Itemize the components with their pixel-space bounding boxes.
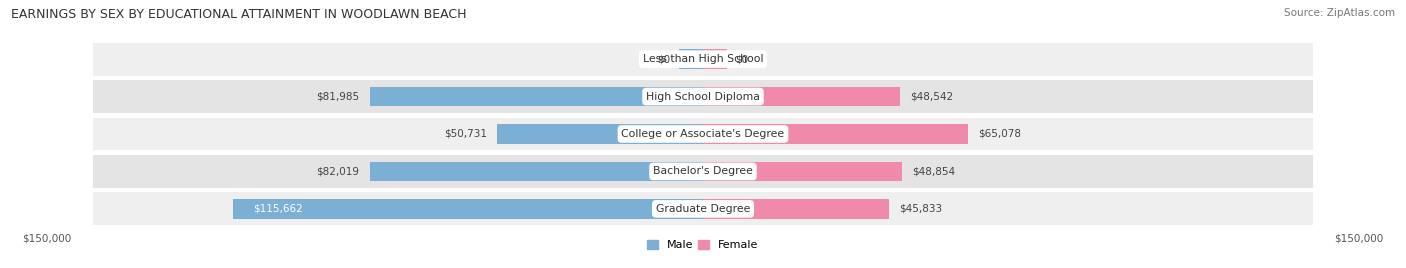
Bar bbox=[703, 49, 727, 69]
Bar bbox=[233, 199, 703, 219]
Bar bbox=[703, 162, 901, 181]
Text: High School Diploma: High School Diploma bbox=[647, 92, 759, 102]
Text: EARNINGS BY SEX BY EDUCATIONAL ATTAINMENT IN WOODLAWN BEACH: EARNINGS BY SEX BY EDUCATIONAL ATTAINMEN… bbox=[11, 8, 467, 21]
Text: $65,078: $65,078 bbox=[977, 129, 1021, 139]
Text: Less than High School: Less than High School bbox=[643, 54, 763, 64]
Text: $45,833: $45,833 bbox=[900, 204, 942, 214]
Bar bbox=[93, 118, 1313, 150]
Text: $48,854: $48,854 bbox=[911, 166, 955, 176]
Text: $82,019: $82,019 bbox=[316, 166, 360, 176]
Bar bbox=[93, 80, 1313, 113]
Text: $115,662: $115,662 bbox=[253, 204, 302, 214]
Text: $0: $0 bbox=[735, 54, 748, 64]
Bar bbox=[703, 199, 889, 219]
Text: $81,985: $81,985 bbox=[316, 92, 360, 102]
Legend: Male, Female: Male, Female bbox=[643, 236, 763, 255]
Bar bbox=[370, 87, 703, 106]
Text: Bachelor's Degree: Bachelor's Degree bbox=[652, 166, 754, 176]
Bar bbox=[93, 43, 1313, 76]
Bar bbox=[703, 124, 967, 144]
Text: $0: $0 bbox=[658, 54, 671, 64]
Bar bbox=[93, 192, 1313, 225]
Bar bbox=[679, 49, 703, 69]
Text: Source: ZipAtlas.com: Source: ZipAtlas.com bbox=[1284, 8, 1395, 18]
Text: $48,542: $48,542 bbox=[911, 92, 953, 102]
Text: Graduate Degree: Graduate Degree bbox=[655, 204, 751, 214]
Text: $50,731: $50,731 bbox=[444, 129, 486, 139]
Text: College or Associate's Degree: College or Associate's Degree bbox=[621, 129, 785, 139]
Bar bbox=[93, 155, 1313, 188]
Bar bbox=[496, 124, 703, 144]
Bar bbox=[703, 87, 900, 106]
Bar bbox=[370, 162, 703, 181]
Text: $150,000: $150,000 bbox=[22, 233, 72, 243]
Text: $150,000: $150,000 bbox=[1334, 233, 1384, 243]
